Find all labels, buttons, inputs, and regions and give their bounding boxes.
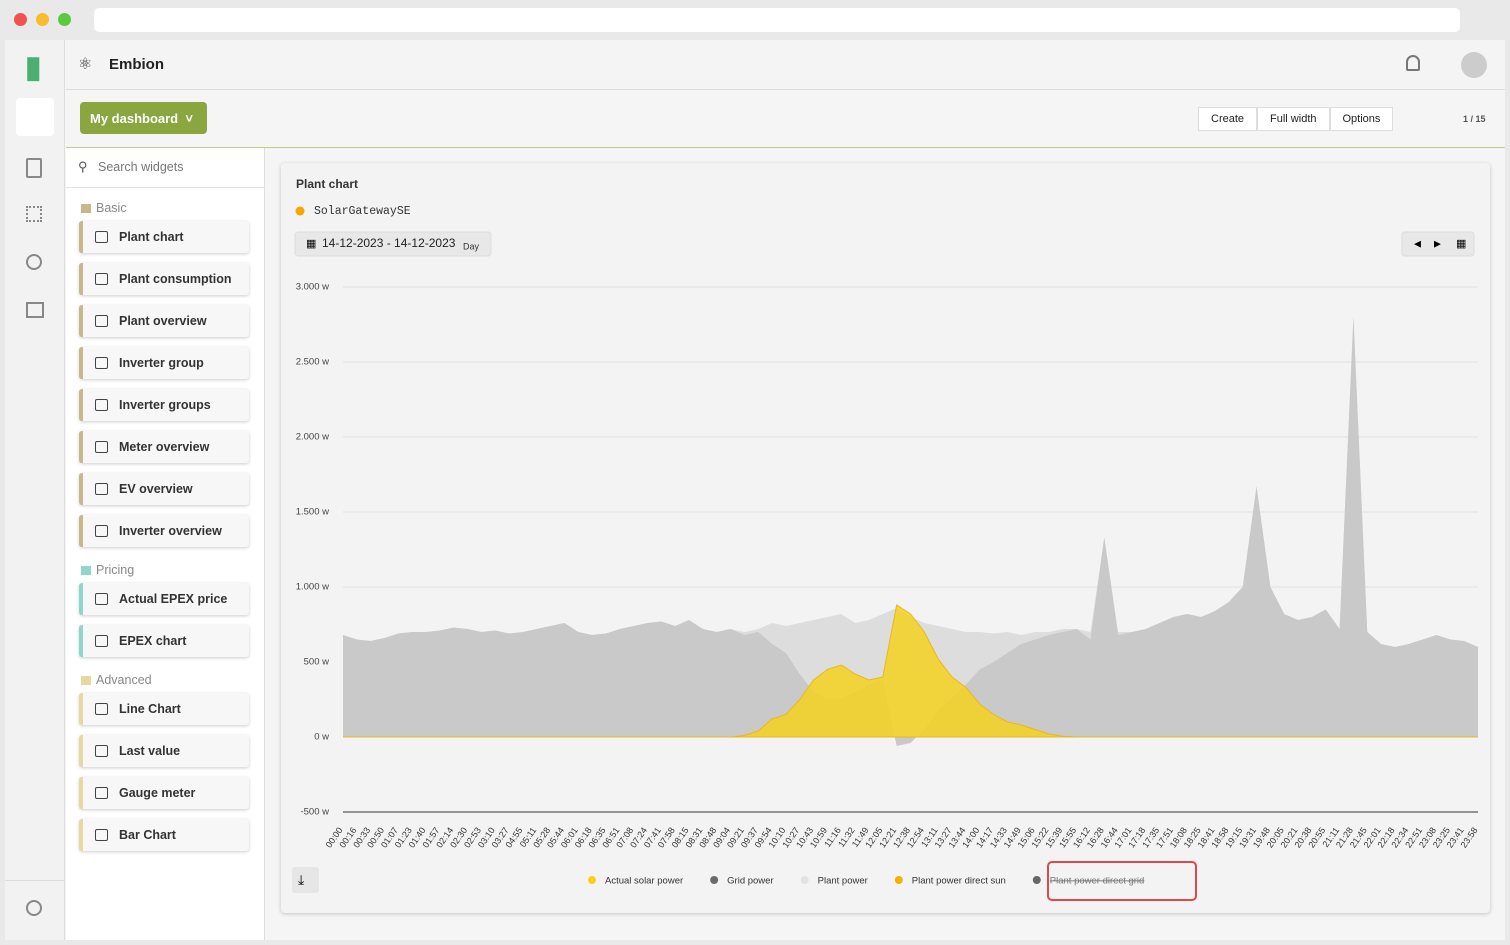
next[interactable]: ▶ bbox=[1434, 238, 1441, 248]
y-tick-label: 1.500 w bbox=[296, 507, 329, 518]
y-tick-label: 500 w bbox=[304, 657, 329, 668]
legend-dot bbox=[801, 876, 809, 884]
y-tick-label: 2.000 w bbox=[296, 432, 329, 443]
prev[interactable]: ◀ bbox=[1414, 238, 1421, 248]
date-range: 14-12-2023 - 14-12-2023 bbox=[322, 236, 456, 250]
y-tick-label: 2.500 w bbox=[296, 357, 329, 368]
legend-dot bbox=[588, 876, 596, 884]
legend-dot bbox=[710, 876, 718, 884]
chart-title: Plant chart bbox=[296, 177, 358, 191]
legend-entry[interactable]: Actual solar power bbox=[605, 876, 683, 887]
source-name: SolarGatewaySE bbox=[314, 205, 411, 218]
y-tick-label: 3.000 w bbox=[296, 282, 329, 293]
legend-entry[interactable]: Grid power bbox=[727, 876, 773, 887]
legend-entry[interactable]: Plant power bbox=[818, 876, 868, 887]
legend-entry[interactable]: Plant power direct grid bbox=[1050, 876, 1145, 887]
legend-dot bbox=[1033, 876, 1041, 884]
period: Day bbox=[463, 241, 480, 251]
source-dot bbox=[296, 207, 305, 216]
download[interactable] bbox=[292, 867, 319, 893]
y-tick-label: -500 w bbox=[300, 807, 329, 818]
legend-entry[interactable]: Plant power direct sun bbox=[912, 876, 1006, 887]
calendar-icon: ▦ bbox=[306, 238, 316, 250]
download-icon: ⤓ bbox=[298, 872, 304, 888]
y-tick-label: 0 w bbox=[314, 732, 329, 743]
legend-dot bbox=[895, 876, 903, 884]
calendar[interactable]: ▦ bbox=[1456, 238, 1466, 250]
y-tick-label: 1.000 w bbox=[296, 582, 329, 593]
